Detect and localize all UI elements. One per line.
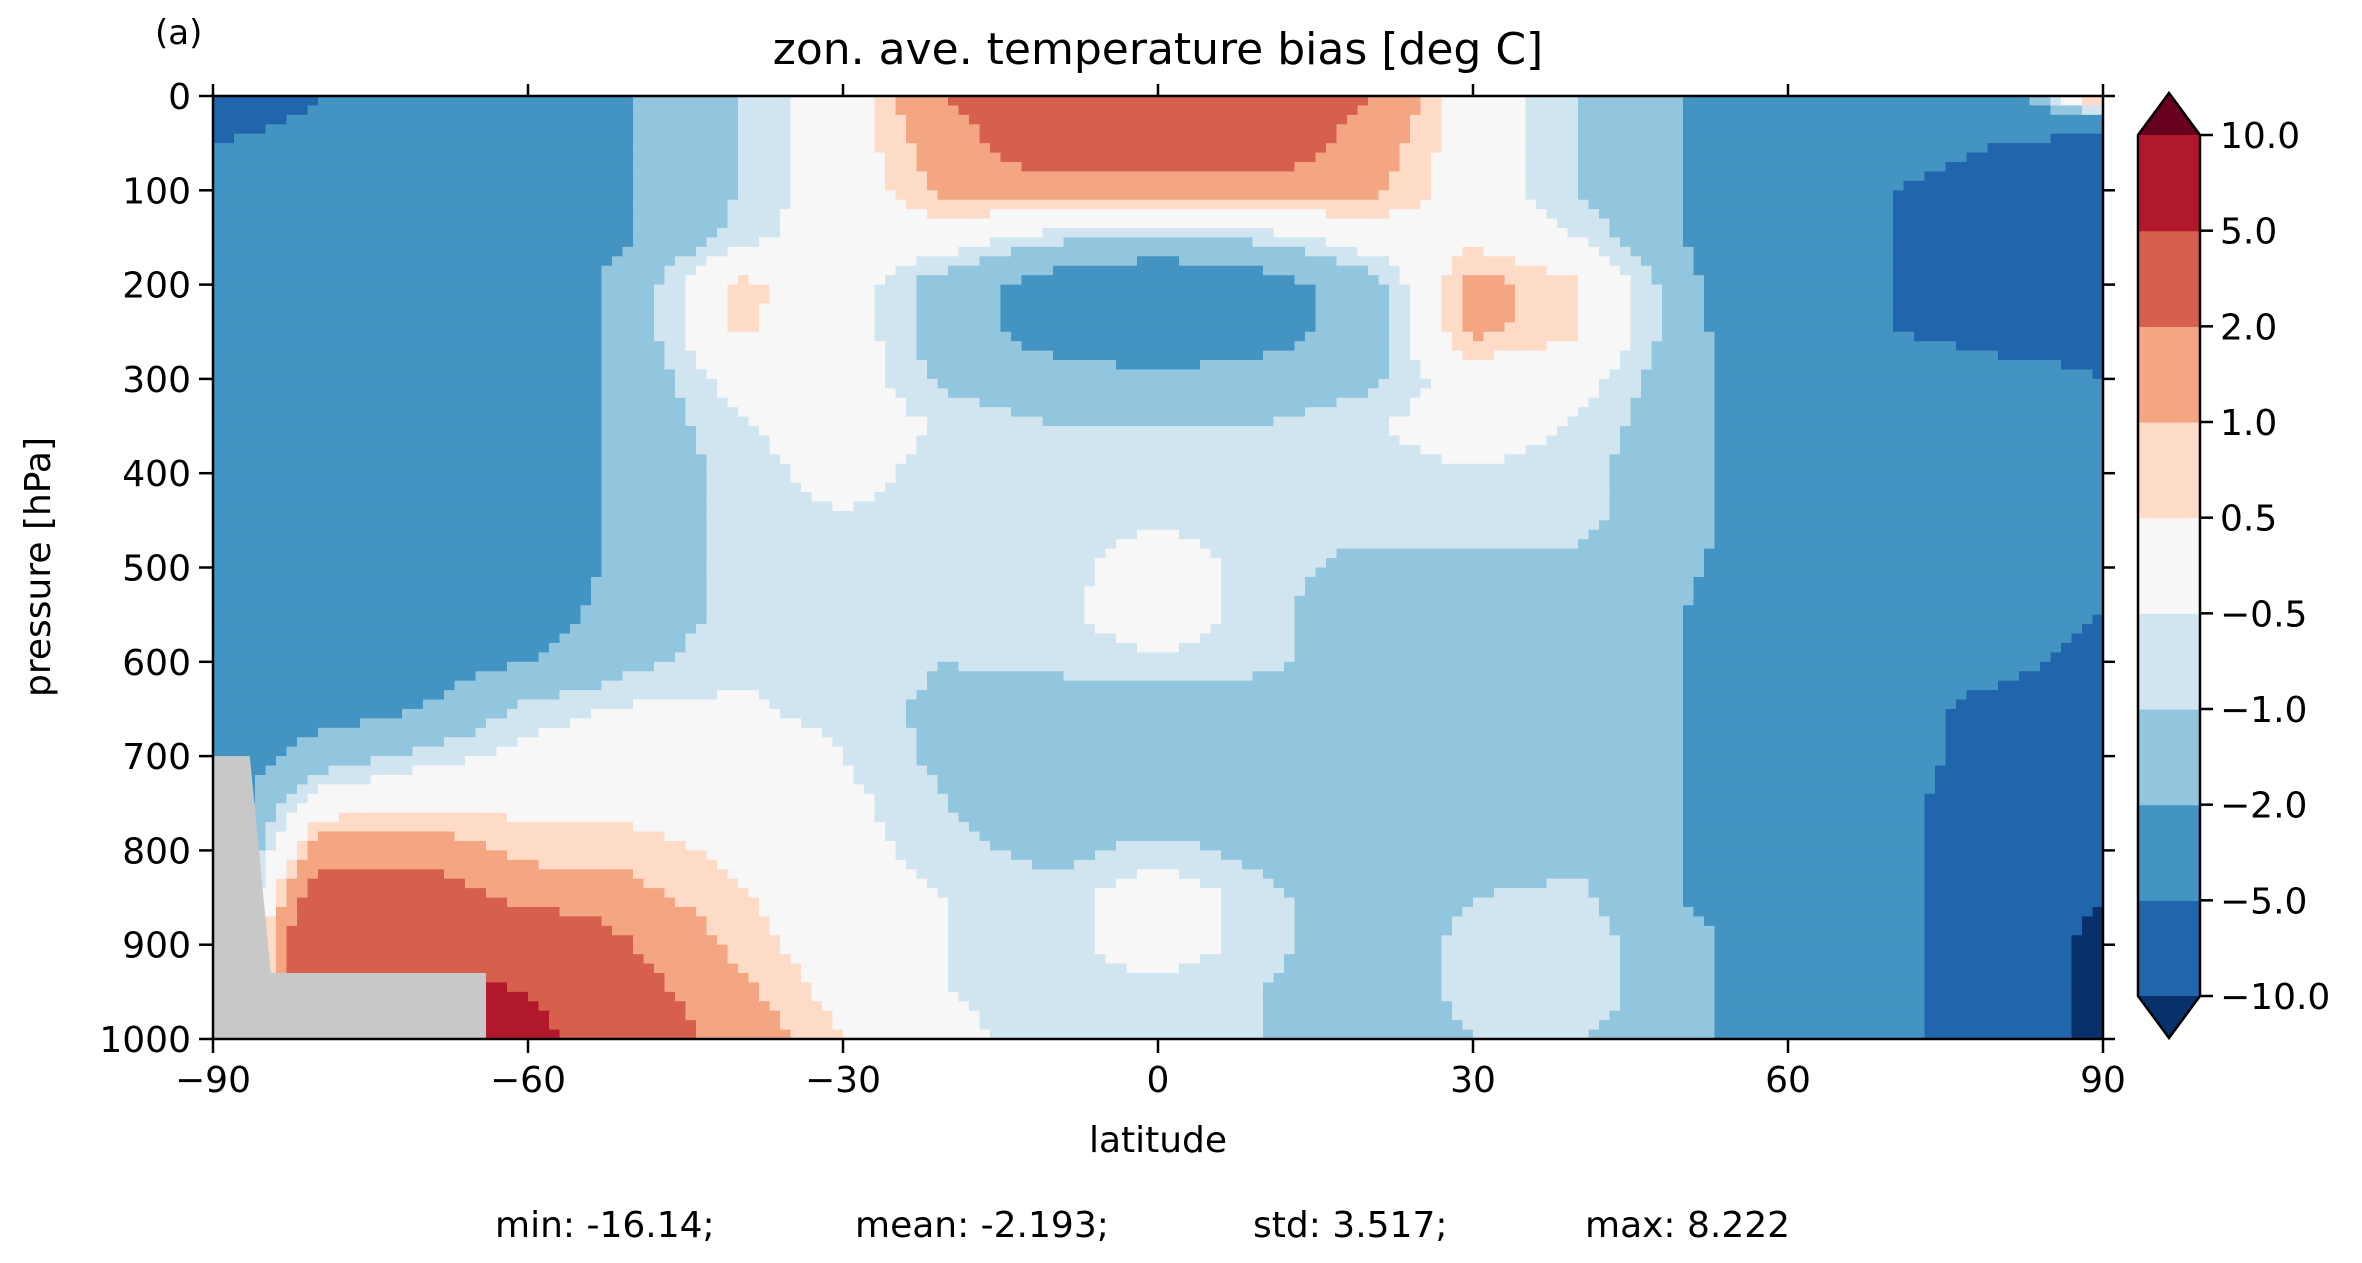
y-tick-label: 1000 (99, 1020, 191, 1061)
colorbar-swatch (2138, 517, 2200, 614)
panel-label: (a) (155, 13, 202, 53)
colorbar-swatch (2138, 900, 2200, 997)
x-axis-ticks: −90 −60 −30 0 30 60 90 (175, 84, 2126, 1101)
colorbar-extend-max (2138, 93, 2200, 135)
colorbar-swatch (2138, 230, 2200, 327)
y-tick-label: 0 (168, 77, 191, 118)
x-tick-label: 60 (1765, 1060, 1811, 1101)
stat-mean: mean: -2.193; (855, 1205, 1109, 1246)
y-tick-label: 900 (122, 926, 191, 967)
colorbar-tick-label: −10.0 (2220, 977, 2330, 1018)
stat-min: min: -16.14; (495, 1205, 715, 1246)
y-tick-label: 100 (122, 171, 191, 212)
x-tick-label: 90 (2080, 1060, 2126, 1101)
stats-line: min: -16.14; mean: -2.193; std: 3.517; m… (495, 1205, 1790, 1246)
y-tick-label: 500 (122, 549, 191, 590)
stat-std: std: 3.517; (1253, 1205, 1447, 1246)
x-tick-label: 0 (1147, 1060, 1170, 1101)
x-tick-label: −30 (805, 1060, 881, 1101)
y-tick-label: 400 (122, 454, 191, 495)
colorbar-swatch (2138, 613, 2200, 710)
y-tick-label: 800 (122, 831, 191, 872)
colorbar-swatch (2138, 422, 2200, 519)
stat-max: max: 8.222 (1585, 1205, 1790, 1246)
y-tick-label: 200 (122, 266, 191, 307)
y-tick-label: 700 (122, 737, 191, 778)
contour-field (213, 96, 2103, 1039)
x-axis-label: latitude (1089, 1120, 1227, 1161)
colorbar-tick-label: −5.0 (2220, 881, 2307, 922)
y-tick-label: 600 (122, 643, 191, 684)
chart-title: zon. ave. temperature bias [deg C] (773, 24, 1543, 75)
missing-data-polygon (213, 756, 486, 1039)
contour-plot-area (211, 94, 2105, 1041)
x-tick-label: −60 (490, 1060, 566, 1101)
colorbar-tick-label: −1.0 (2220, 690, 2307, 731)
colorbar-swatch (2138, 326, 2200, 423)
x-tick-label: −90 (175, 1060, 251, 1101)
colorbar-tick-label: 2.0 (2220, 307, 2277, 348)
colorbar-tick-label: 1.0 (2220, 403, 2277, 444)
y-tick-label: 300 (122, 360, 191, 401)
colorbar-swatch (2138, 804, 2200, 901)
colorbar-tick-label: 0.5 (2220, 499, 2277, 540)
colorbar-tick-label: 10.0 (2220, 116, 2300, 157)
y-axis-ticks: 0 100 200 300 400 500 600 700 800 900 1000 (99, 77, 2115, 1061)
colorbar-extend-min (2138, 996, 2200, 1038)
colorbar: −10.0 −5.0 −2.0 −1.0 −0.5 0.5 1.0 2.0 5.0 10.0 (2136, 90, 2330, 1041)
colorbar-swatch (2138, 135, 2200, 232)
y-axis-label: pressure [hPa] (18, 437, 59, 697)
colorbar-tick-label: −2.0 (2220, 786, 2307, 827)
colorbar-tick-label: 5.0 (2220, 212, 2277, 253)
colorbar-tick-label: −0.5 (2220, 594, 2307, 635)
colorbar-swatch (2138, 709, 2200, 806)
missing-data-mask (213, 756, 486, 1039)
x-tick-label: 30 (1450, 1060, 1496, 1101)
